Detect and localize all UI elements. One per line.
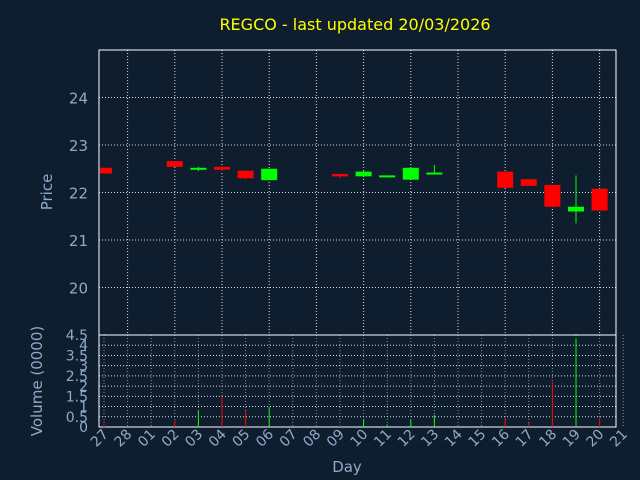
x-tick-label: 03 bbox=[182, 427, 206, 451]
candle-body bbox=[166, 161, 183, 167]
candle-body bbox=[214, 166, 230, 170]
volume-tick-label: 4.5 bbox=[66, 328, 88, 344]
x-tick-label: 27 bbox=[88, 427, 112, 451]
x-axis-label: Day bbox=[332, 458, 362, 476]
x-tick-label: 28 bbox=[112, 427, 136, 451]
x-tick-label: 15 bbox=[466, 427, 490, 451]
x-tick-label: 19 bbox=[560, 427, 584, 451]
candles bbox=[100, 161, 608, 224]
candle-body bbox=[402, 167, 419, 180]
volume-tick-label: 4 bbox=[79, 338, 88, 354]
candle-body bbox=[190, 167, 207, 170]
x-tick-label: 20 bbox=[584, 427, 608, 451]
x-tick-label: 08 bbox=[300, 427, 324, 451]
candle-body bbox=[237, 170, 254, 179]
volume-axis-ticks: 00.511.522.533.544.5 bbox=[66, 328, 88, 436]
candle-body bbox=[497, 171, 514, 188]
candle-body bbox=[591, 188, 608, 211]
volume-grid bbox=[99, 335, 624, 427]
price-axis-label: Price bbox=[38, 174, 56, 211]
volume-panel-frame bbox=[98, 334, 617, 428]
x-tick-label: 21 bbox=[607, 427, 631, 451]
x-tick-label: 10 bbox=[348, 427, 372, 451]
candle-body bbox=[355, 171, 372, 177]
volume-bars bbox=[103, 339, 601, 427]
candle-body bbox=[261, 168, 278, 181]
x-tick-label: 09 bbox=[324, 427, 348, 451]
volume-tick-label: 1 bbox=[79, 400, 88, 416]
price-tick-label: 23 bbox=[69, 137, 88, 155]
x-tick-label: 01 bbox=[135, 427, 159, 451]
volume-tick-label: 0.5 bbox=[66, 410, 88, 426]
volume-tick-label: 3 bbox=[79, 359, 88, 375]
chart-title: REGCO - last updated 20/03/2026 bbox=[219, 15, 490, 34]
x-tick-label: 02 bbox=[159, 427, 183, 451]
volume-axis-label: Volume (0000) bbox=[28, 326, 46, 436]
x-tick-label: 07 bbox=[277, 427, 301, 451]
x-tick-label: 14 bbox=[442, 426, 466, 450]
x-tick-label: 12 bbox=[395, 427, 419, 451]
volume-tick-label: 2 bbox=[79, 379, 88, 395]
volume-tick-label: 3.5 bbox=[66, 348, 88, 364]
volume-tick-label: 0 bbox=[79, 420, 88, 436]
x-tick-label: 13 bbox=[418, 427, 442, 451]
x-tick-label: 17 bbox=[513, 427, 537, 451]
candle-body bbox=[544, 184, 561, 207]
candle-body bbox=[426, 172, 443, 175]
price-tick-label: 20 bbox=[69, 280, 88, 298]
x-tick-label: 11 bbox=[371, 427, 395, 451]
candle-body bbox=[100, 167, 112, 174]
x-tick-label: 16 bbox=[489, 426, 513, 450]
x-axis-ticks: 27 28 01 02 03 04 05 06 07 08 09 10 11 12 13 14 15 16 17 18… bbox=[88, 426, 631, 450]
price-tick-label: 22 bbox=[69, 185, 88, 203]
x-tick-label: 05 bbox=[230, 427, 254, 451]
price-axis-ticks: 20 21 22 23 24 bbox=[69, 90, 88, 298]
candle-body bbox=[520, 179, 537, 186]
candle-body bbox=[379, 175, 396, 178]
volume-tick-label: 2.5 bbox=[66, 369, 88, 385]
price-grid bbox=[99, 50, 616, 335]
x-tick-label: 18 bbox=[536, 427, 560, 451]
price-tick-label: 21 bbox=[69, 232, 88, 250]
x-tick-label: 04 bbox=[206, 426, 230, 450]
candle-body bbox=[568, 206, 584, 212]
volume-tick-label: 1.5 bbox=[66, 389, 88, 405]
x-tick-label: 06 bbox=[253, 426, 277, 450]
price-tick-label: 24 bbox=[69, 90, 88, 108]
candle-body bbox=[332, 173, 348, 177]
